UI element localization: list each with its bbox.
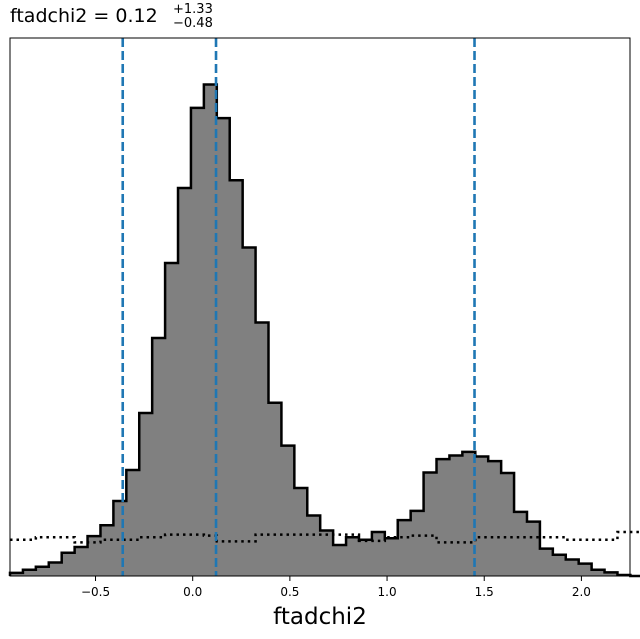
x-tick-label: 2.0 xyxy=(572,585,591,599)
posterior-histogram-outline xyxy=(8,83,640,578)
chart-title-lower-error: −0.48 xyxy=(173,16,213,31)
x-tick-label: 0.0 xyxy=(183,585,202,599)
posterior-histogram-fill xyxy=(10,84,640,576)
chart-title: ftadchi2 = 0.12 xyxy=(10,5,158,27)
x-tick-label: 0.5 xyxy=(280,585,299,599)
x-axis-title: ftadchi2 xyxy=(273,604,367,630)
x-tick-label: 1.0 xyxy=(378,585,397,599)
prior-histogram-line xyxy=(10,530,640,544)
plot-area xyxy=(8,38,640,578)
x-tick-label: −0.5 xyxy=(81,585,110,599)
x-axis: −0.5 0.0 0.5 1.0 1.5 2.0 xyxy=(81,576,591,599)
axes-frame xyxy=(9,37,631,577)
chart-title-upper-error: +1.33 xyxy=(173,2,213,17)
x-tick-label: 1.5 xyxy=(475,585,494,599)
